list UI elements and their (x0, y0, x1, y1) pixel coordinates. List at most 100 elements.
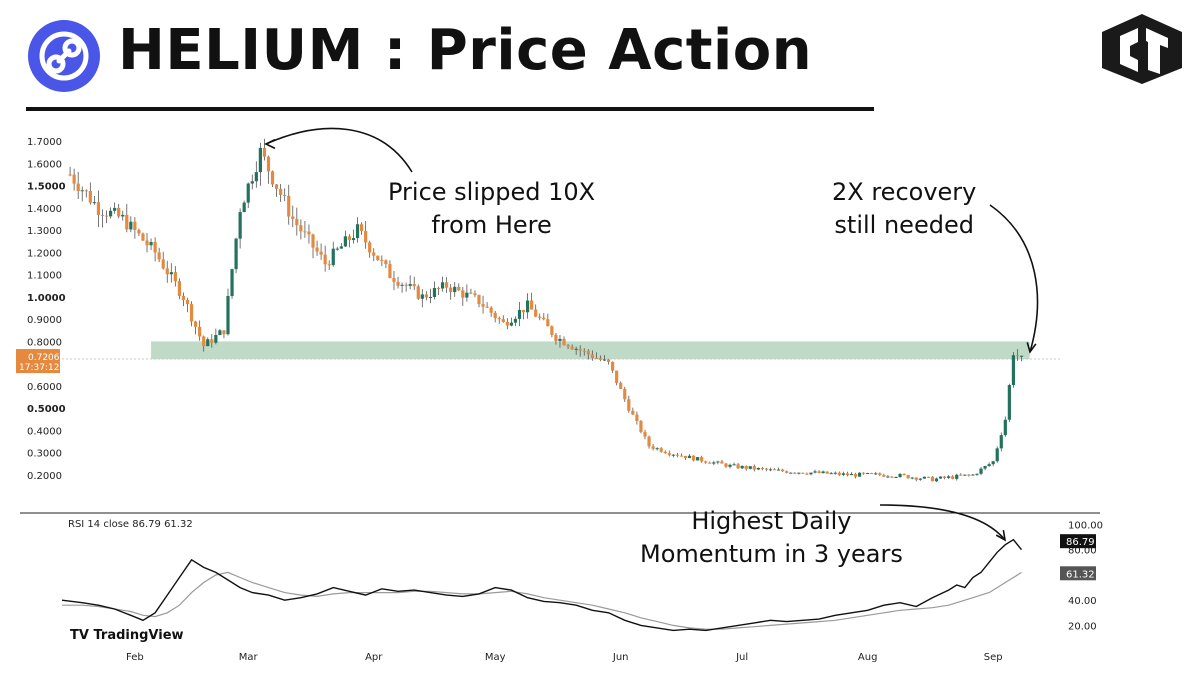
candle (906, 475, 910, 479)
candle (789, 472, 793, 474)
candle (214, 335, 218, 343)
candle (651, 446, 655, 449)
candle (1003, 419, 1007, 436)
candle (538, 316, 542, 318)
candle (987, 464, 991, 467)
annotation-line: 2X recovery (832, 178, 977, 206)
candle (501, 319, 505, 322)
arrow-recovery (989, 204, 1039, 353)
candle (149, 242, 153, 246)
time-tick-label: Aug (858, 652, 878, 663)
candle (400, 284, 404, 286)
candle (355, 224, 360, 239)
price-tick-label: 1.6000 (27, 159, 62, 170)
candle (372, 252, 376, 256)
candle (530, 300, 534, 310)
candle (712, 462, 716, 464)
candle (983, 466, 987, 469)
candle (902, 473, 906, 476)
candle (857, 472, 862, 477)
candle (704, 461, 708, 463)
candle (671, 454, 675, 456)
candle (133, 221, 137, 231)
candle (169, 272, 173, 275)
candle (643, 432, 647, 437)
candle (728, 464, 732, 467)
candle (845, 473, 850, 476)
annotation-line: Highest Daily (691, 507, 852, 535)
candle (639, 421, 643, 433)
candle (117, 207, 121, 217)
candle (951, 476, 955, 479)
candle (299, 225, 303, 232)
candle (700, 457, 704, 462)
candle (92, 202, 96, 204)
candle (776, 469, 781, 471)
candle (740, 465, 744, 469)
candle (991, 461, 995, 465)
rsi-ma-line (62, 571, 1022, 630)
time-tick-label: Jul (735, 652, 748, 663)
rsi-legend: RSI 14 close 86.79 61.32 (68, 519, 193, 530)
candle (942, 476, 947, 478)
rsi-tick-label: 40.00 (1068, 596, 1097, 607)
price-tick-label: 0.6000 (27, 382, 62, 393)
candle (574, 348, 578, 350)
time-tick-label: May (485, 652, 506, 663)
candle (971, 474, 975, 476)
candle (104, 215, 109, 217)
price-tick-label: 0.5000 (27, 404, 66, 415)
candle (554, 334, 558, 341)
candle (234, 238, 238, 270)
annotation-line: still needed (834, 211, 974, 239)
annotation-price-slipped: Price slipped 10X from Here (388, 176, 595, 242)
annotation-recovery: 2X recovery still needed (832, 176, 976, 242)
candle (663, 451, 667, 454)
candle (364, 231, 368, 243)
candle (445, 282, 449, 288)
price-chart[interactable]: 1.7000 1.6000 1.5000 1.4000 1.3000 1.2000 1.10… (0, 112, 1200, 675)
candle (716, 461, 720, 463)
candle (262, 147, 267, 157)
price-tick-label: 1.5000 (27, 182, 66, 193)
candle (266, 156, 271, 172)
candle (736, 464, 740, 469)
candle (918, 478, 922, 480)
candle (72, 174, 76, 184)
candle (635, 414, 639, 422)
candle (121, 214, 125, 217)
current-price-text: 0.7206 (28, 353, 60, 363)
candle (141, 233, 145, 241)
candle (813, 471, 817, 473)
candle (428, 297, 433, 299)
candle (68, 174, 72, 176)
candle (862, 472, 866, 474)
candle (805, 473, 809, 475)
candle (153, 242, 157, 253)
candle (675, 454, 679, 456)
candle (627, 399, 631, 411)
candle (359, 224, 364, 232)
price-tick-label: 1.7000 (27, 137, 62, 148)
rsi-tick-label: 100.00 (1068, 521, 1103, 532)
candle (303, 231, 307, 233)
price-tick-label: 1.3000 (27, 226, 62, 237)
candle (279, 188, 283, 195)
candle (177, 281, 182, 296)
candle (295, 219, 299, 226)
candle (623, 388, 627, 400)
candle (274, 184, 279, 189)
price-tick-label: 0.3000 (27, 449, 62, 460)
candle (473, 293, 477, 296)
candle (323, 254, 327, 265)
candle (424, 294, 428, 298)
candle (408, 284, 412, 286)
candle (218, 330, 222, 336)
arrow-recovery-head (1026, 342, 1037, 354)
candle (647, 436, 651, 447)
candle (619, 382, 623, 389)
candle (558, 338, 562, 341)
candle (910, 477, 914, 479)
candle (546, 319, 550, 327)
